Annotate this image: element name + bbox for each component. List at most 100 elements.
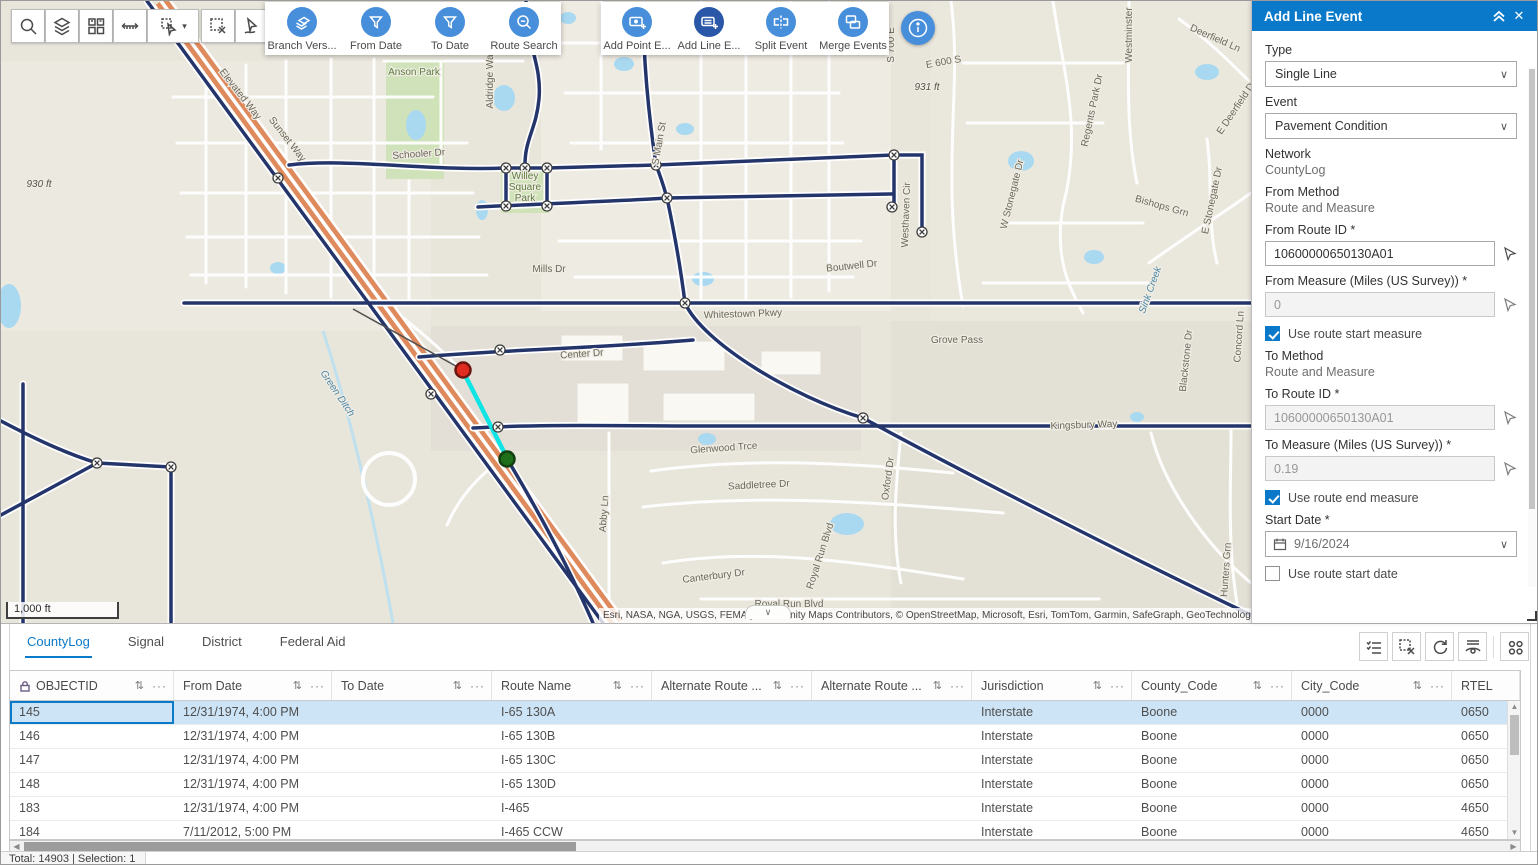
table-cell[interactable]: Boone	[1141, 705, 1178, 719]
table-cell[interactable]: 12/31/1974, 4:00 PM	[183, 777, 300, 791]
table-cell[interactable]: 0650	[1461, 753, 1489, 767]
column-header-jurisdiction[interactable]: Jurisdiction ⇅ ···	[972, 671, 1132, 700]
table-cell[interactable]	[812, 749, 972, 772]
table-row[interactable]: 145 12/31/1974, 4:00 PM I-65 130A Interstat…	[10, 701, 1520, 725]
table-cell[interactable]	[652, 725, 812, 748]
column-menu-icon[interactable]: ···	[470, 678, 485, 693]
table-cell[interactable]: 4650	[1461, 801, 1489, 815]
clear-table-selection-button[interactable]	[1392, 632, 1421, 661]
table-cell[interactable]: Interstate	[981, 825, 1034, 839]
map-canvas[interactable]: Elevated Way Sunset Way Anson Park Aldridge…	[1, 1, 1251, 623]
refresh-button[interactable]	[1425, 632, 1454, 661]
table-cell[interactable]	[812, 701, 972, 724]
table-cell[interactable]	[332, 821, 492, 839]
table-cell[interactable]	[332, 749, 492, 772]
tool-branch-vers[interactable]: Branch Vers...	[265, 2, 339, 55]
table-row[interactable]: 184 7/11/2012, 5:00 PM I-465 CCW Interstate…	[10, 821, 1520, 839]
table-row[interactable]: 146 12/31/1974, 4:00 PM I-65 130B Interstat…	[10, 725, 1520, 749]
info-button[interactable]	[901, 11, 935, 45]
table-cell[interactable]: 12/31/1974, 4:00 PM	[183, 729, 300, 743]
table-cell[interactable]: Interstate	[981, 729, 1034, 743]
sort-icon[interactable]: ⇅	[772, 680, 782, 692]
table-cell[interactable]: Interstate	[981, 777, 1034, 791]
sort-icon[interactable]: ⇅	[1412, 680, 1422, 692]
column-menu-icon[interactable]: ···	[630, 678, 645, 693]
pick-from-map-icon[interactable]	[1502, 461, 1517, 476]
table-cell[interactable]: 12/31/1974, 4:00 PM	[183, 753, 300, 767]
panel-scrollbar[interactable]	[1528, 67, 1536, 587]
tool-add-line-e[interactable]: Add Line E...	[673, 2, 745, 55]
use-route-end-measure-checkbox[interactable]	[1265, 490, 1280, 505]
search-button[interactable]	[11, 9, 45, 43]
column-menu-icon[interactable]: ···	[310, 678, 325, 693]
from-route-input[interactable]	[1265, 241, 1495, 266]
table-cell[interactable]	[812, 797, 972, 820]
select-tool-caret[interactable]: ▾	[182, 20, 187, 31]
horizontal-scroll-thumb[interactable]	[24, 842, 576, 851]
scroll-left-arrow[interactable]: ◀	[13, 842, 20, 851]
column-header-to-date[interactable]: To Date ⇅ ···	[332, 671, 492, 700]
table-cell[interactable]	[812, 773, 972, 796]
to-route-input[interactable]	[1265, 405, 1495, 430]
vertical-scroll-thumb[interactable]	[1510, 715, 1519, 755]
table-cell[interactable]: Boone	[1141, 753, 1178, 767]
table-cell[interactable]	[332, 773, 492, 796]
close-icon[interactable]: ✕	[1513, 8, 1525, 23]
sort-icon[interactable]: ⇅	[612, 680, 622, 692]
column-header-alternate-route[interactable]: Alternate Route ... ⇅ ···	[652, 671, 812, 700]
type-select[interactable]: Single Line ∨	[1265, 61, 1517, 87]
table-cell[interactable]	[652, 773, 812, 796]
scroll-up-arrow[interactable]: ▲	[1510, 702, 1519, 711]
tool-to-date[interactable]: To Date	[413, 2, 487, 55]
overview-grid-button[interactable]	[79, 9, 113, 43]
clear-selection-button[interactable]	[201, 9, 235, 43]
attribution-collapse-tab[interactable]: ∨	[745, 605, 791, 619]
column-header-from-date[interactable]: From Date ⇅ ···	[174, 671, 332, 700]
pick-from-map-icon[interactable]	[1502, 297, 1517, 312]
table-cell[interactable]: 146	[19, 729, 40, 743]
column-menu-icon[interactable]: ···	[1110, 678, 1125, 693]
scroll-right-arrow[interactable]: ▶	[1510, 842, 1517, 851]
table-cell[interactable]: Interstate	[981, 753, 1034, 767]
scroll-down-arrow[interactable]: ▼	[1510, 828, 1519, 837]
start-date-picker[interactable]: 9/16/2024 ∨	[1265, 531, 1517, 557]
table-cell[interactable]	[332, 725, 492, 748]
table-cell[interactable]: Boone	[1141, 825, 1178, 839]
table-vertical-scrollbar[interactable]: ▲ ▼	[1507, 701, 1520, 839]
table-row[interactable]: 148 12/31/1974, 4:00 PM I-65 130D Interstat…	[10, 773, 1520, 797]
table-cell[interactable]: I-65 130B	[501, 729, 556, 743]
table-cell[interactable]: 0650	[1461, 777, 1489, 791]
use-route-start-date-checkbox[interactable]	[1265, 566, 1280, 581]
table-cell[interactable]	[652, 749, 812, 772]
layers-button[interactable]	[45, 9, 79, 43]
table-cell[interactable]: Boone	[1141, 801, 1178, 815]
column-header-alternate-route[interactable]: Alternate Route ... ⇅ ···	[812, 671, 972, 700]
table-cell[interactable]: I-65 130D	[501, 777, 556, 791]
table-cell[interactable]: I-65 130A	[501, 705, 556, 719]
table-cell[interactable]: 147	[19, 753, 40, 767]
tool-route-search[interactable]: Route Search	[487, 2, 561, 55]
use-route-start-measure-checkbox[interactable]	[1265, 326, 1280, 341]
tool-split-event[interactable]: Split Event	[745, 2, 817, 55]
tab-district[interactable]: District	[202, 634, 242, 649]
apps-grid-button[interactable]	[1500, 632, 1529, 661]
tab-signal[interactable]: Signal	[127, 634, 165, 649]
table-cell[interactable]: Boone	[1141, 777, 1178, 791]
table-cell[interactable]: 0000	[1301, 753, 1329, 767]
sort-icon[interactable]: ⇅	[932, 680, 942, 692]
sort-icon[interactable]: ⇅	[292, 680, 302, 692]
table-cell[interactable]: 0000	[1301, 705, 1329, 719]
column-header-city-code[interactable]: City_Code ⇅ ···	[1292, 671, 1452, 700]
select-tool-button[interactable]: ▾	[147, 9, 199, 43]
measure-button[interactable]	[113, 9, 147, 43]
column-header-route-name[interactable]: Route Name ⇅ ···	[492, 671, 652, 700]
column-header-objectid[interactable]: OBJECTID ⇅ ···	[10, 671, 174, 700]
table-cell[interactable]	[652, 821, 812, 839]
tab-federal-aid[interactable]: Federal Aid	[279, 634, 346, 649]
tool-merge-events[interactable]: Merge Events	[817, 2, 889, 55]
tool-from-date[interactable]: From Date	[339, 2, 413, 55]
pick-from-map-icon[interactable]	[1502, 246, 1517, 261]
table-cell[interactable]: 12/31/1974, 4:00 PM	[183, 705, 300, 719]
sort-icon[interactable]: ⇅	[452, 680, 462, 692]
table-cell[interactable]	[332, 701, 492, 724]
